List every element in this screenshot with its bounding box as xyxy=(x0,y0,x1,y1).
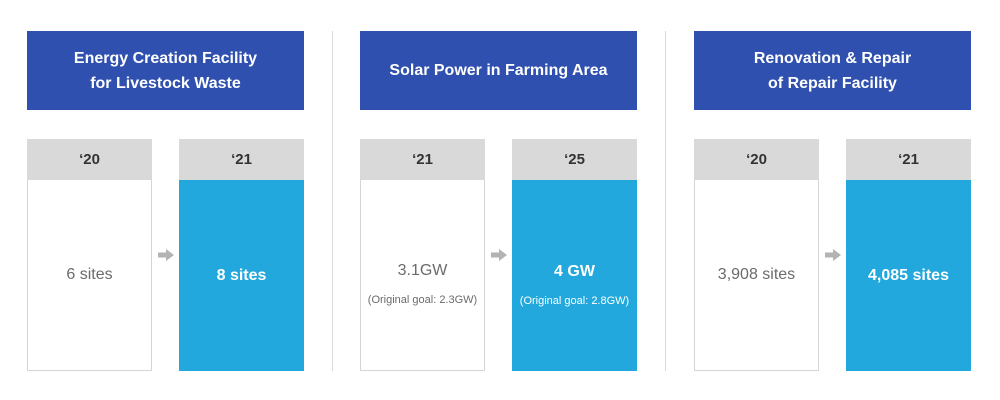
year-label: ‘20 xyxy=(694,139,819,180)
panel-divider xyxy=(665,31,666,371)
value-text: 8 sites xyxy=(216,266,267,284)
arrow-right-icon xyxy=(158,249,174,261)
card-body: 3,908 sites xyxy=(695,180,818,370)
panel-title: Renovation & Repair of Repair Facility xyxy=(694,31,971,110)
value-text: 3.1GW xyxy=(397,262,448,279)
after-card: ‘21 8 sites xyxy=(179,139,304,371)
value-text: 3,908 sites xyxy=(717,266,796,283)
before-card: ‘20 6 sites xyxy=(27,139,152,371)
value-text: 4 GW xyxy=(554,262,595,280)
before-card: ‘20 3,908 sites xyxy=(694,139,819,371)
arrow-right-icon xyxy=(491,249,507,261)
year-label: ‘21 xyxy=(360,139,485,180)
panel-livestock-waste: Energy Creation Facility for Livestock W… xyxy=(27,0,304,400)
card-body: 4,085 sites xyxy=(846,180,971,371)
before-card: ‘21 3.1GW (Original goal: 2.3GW) xyxy=(360,139,485,371)
card-body: 3.1GW (Original goal: 2.3GW) xyxy=(361,180,484,370)
year-label: ‘20 xyxy=(27,139,152,180)
panel-repair-facility: Renovation & Repair of Repair Facility ‘… xyxy=(694,0,971,400)
year-label: ‘25 xyxy=(512,139,637,180)
year-label: ‘21 xyxy=(846,139,971,180)
after-card: ‘25 4 GW (Original goal: 2.8GW) xyxy=(512,139,637,371)
card-body: 8 sites xyxy=(179,180,304,371)
panel-title: Solar Power in Farming Area xyxy=(360,31,637,110)
panel-divider xyxy=(332,31,333,371)
goal-note: (Original goal: 2.3GW) xyxy=(367,294,478,306)
value-text: 6 sites xyxy=(66,266,113,283)
card-body: 4 GW (Original goal: 2.8GW) xyxy=(512,180,637,371)
goal-note: (Original goal: 2.8GW) xyxy=(519,294,630,307)
card-body: 6 sites xyxy=(28,180,151,370)
panel-title: Energy Creation Facility for Livestock W… xyxy=(27,31,304,110)
value-text: 4,085 sites xyxy=(868,266,949,284)
after-card: ‘21 4,085 sites xyxy=(846,139,971,371)
arrow-right-icon xyxy=(825,249,841,261)
panel-solar-power: Solar Power in Farming Area ‘21 3.1GW (O… xyxy=(360,0,637,400)
year-label: ‘21 xyxy=(179,139,304,180)
